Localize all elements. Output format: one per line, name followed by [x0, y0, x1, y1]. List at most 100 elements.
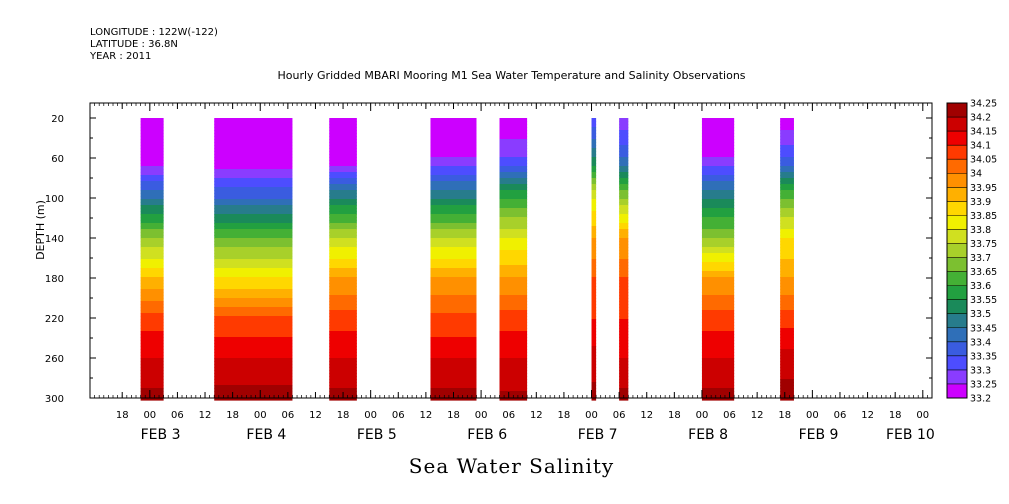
salinity-band	[430, 142, 477, 146]
salinity-band	[619, 370, 629, 374]
colorbar-level-label: 33.4	[970, 337, 991, 348]
salinity-band	[619, 226, 629, 230]
salinity-band	[701, 391, 735, 395]
salinity-band	[214, 211, 293, 215]
salinity-band	[701, 373, 735, 377]
colorbar-swatch	[947, 257, 967, 272]
salinity-band	[591, 244, 597, 248]
salinity-band	[140, 382, 164, 386]
salinity-band	[329, 154, 357, 158]
salinity-band	[214, 217, 293, 221]
salinity-band	[591, 142, 597, 146]
salinity-band	[329, 148, 357, 152]
salinity-band	[780, 385, 794, 389]
salinity-band	[140, 265, 164, 269]
salinity-band	[329, 334, 357, 338]
x-tick-label: 18	[778, 410, 791, 421]
salinity-band	[591, 334, 597, 338]
salinity-band	[591, 298, 597, 302]
salinity-band	[619, 310, 629, 314]
salinity-band	[591, 238, 597, 242]
salinity-band	[329, 331, 357, 335]
salinity-band	[780, 226, 794, 230]
y-tick-label: 180	[45, 274, 64, 285]
salinity-band	[329, 301, 357, 305]
salinity-band	[591, 163, 597, 167]
salinity-band	[591, 220, 597, 224]
salinity-band	[701, 397, 735, 401]
salinity-band	[619, 364, 629, 368]
salinity-band	[430, 166, 477, 170]
salinity-band	[140, 157, 164, 161]
salinity-band	[591, 340, 597, 344]
salinity-band	[780, 157, 794, 161]
salinity-band	[591, 355, 597, 359]
x-tick-label: 00	[143, 410, 156, 421]
salinity-band	[591, 331, 597, 335]
salinity-band	[214, 376, 293, 380]
salinity-band	[430, 259, 477, 263]
salinity-band	[430, 274, 477, 278]
colorbar-level-label: 33.6	[970, 281, 991, 292]
salinity-band	[329, 340, 357, 344]
salinity-band	[499, 136, 528, 140]
salinity-band	[619, 304, 629, 308]
salinity-band	[701, 286, 735, 290]
salinity-band	[140, 271, 164, 275]
salinity-band	[701, 130, 735, 134]
salinity-band	[140, 127, 164, 131]
colorbar: 33.2 33.25 33.3 33.35 33.4 33.45 33.5 33.55 33.6…	[946, 99, 997, 405]
salinity-band	[140, 259, 164, 263]
salinity-band	[140, 274, 164, 278]
salinity-band	[499, 160, 528, 164]
salinity-band	[430, 319, 477, 323]
plot-frame	[89, 102, 933, 399]
colorbar-swatch	[947, 103, 967, 118]
salinity-band	[329, 319, 357, 323]
salinity-band	[701, 322, 735, 326]
salinity-band	[430, 124, 477, 128]
salinity-band	[701, 181, 735, 185]
salinity-band	[140, 223, 164, 227]
salinity-band	[140, 208, 164, 212]
salinity-band	[140, 250, 164, 254]
salinity-band	[430, 130, 477, 134]
salinity-band	[591, 307, 597, 311]
salinity-band	[430, 373, 477, 377]
salinity-band	[140, 139, 164, 143]
salinity-band	[430, 253, 477, 257]
salinity-band	[701, 298, 735, 302]
salinity-band	[430, 361, 477, 365]
salinity-band	[780, 313, 794, 317]
salinity-band	[214, 136, 293, 140]
salinity-band	[780, 331, 794, 335]
salinity-band	[140, 172, 164, 176]
salinity-band	[780, 193, 794, 197]
salinity-band	[329, 157, 357, 161]
colorbar-swatch	[947, 383, 967, 399]
salinity-band	[619, 391, 629, 395]
salinity-band	[140, 211, 164, 215]
salinity-band	[701, 313, 735, 317]
salinity-band	[701, 235, 735, 239]
salinity-band	[619, 208, 629, 212]
salinity-band	[701, 217, 735, 221]
salinity-band	[430, 208, 477, 212]
salinity-band	[619, 118, 629, 122]
salinity-band	[214, 331, 293, 335]
salinity-band	[214, 292, 293, 296]
x-tick-label: 00	[254, 410, 267, 421]
salinity-band	[499, 268, 528, 272]
salinity-band	[499, 169, 528, 173]
salinity-band	[619, 247, 629, 251]
data-segment	[214, 118, 293, 401]
salinity-band	[591, 133, 597, 137]
salinity-band	[499, 322, 528, 326]
salinity-band	[430, 265, 477, 269]
salinity-band	[214, 256, 293, 260]
salinity-band	[430, 199, 477, 203]
salinity-band	[430, 256, 477, 260]
salinity-band	[329, 325, 357, 329]
salinity-band	[619, 319, 629, 323]
salinity-band	[430, 334, 477, 338]
